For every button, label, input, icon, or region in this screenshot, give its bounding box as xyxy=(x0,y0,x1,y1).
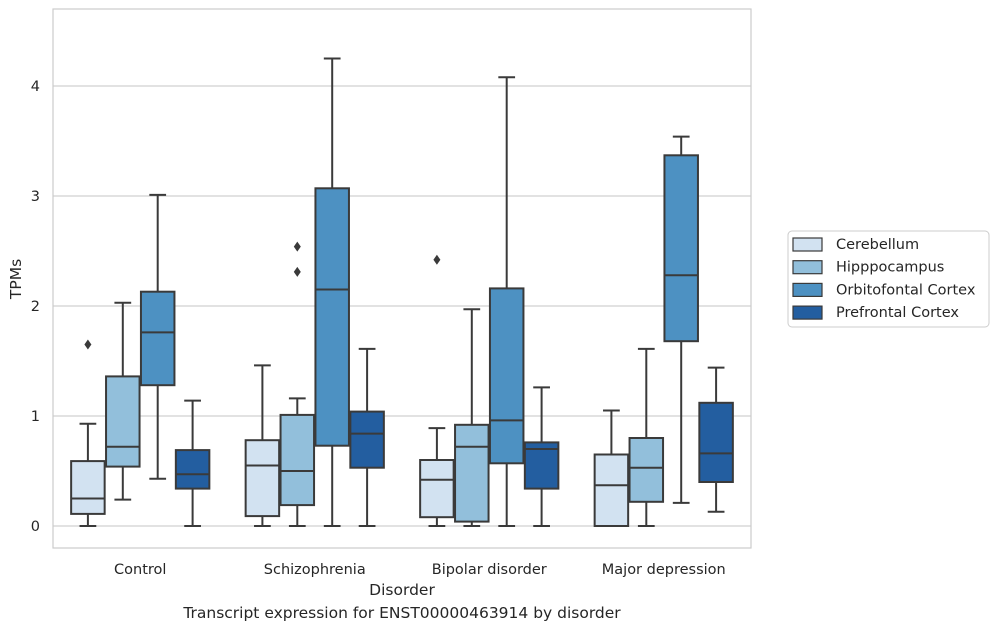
box-0-1 xyxy=(244,364,281,527)
y-tick-label-4: 4 xyxy=(31,79,40,95)
box-3-2 xyxy=(523,386,560,527)
x-tick-label-2: Bipolar disorder xyxy=(432,562,547,578)
box-iqr xyxy=(279,413,316,507)
box-iqr xyxy=(593,453,630,527)
box-iqr xyxy=(628,437,665,503)
box-0-0 xyxy=(70,339,106,527)
outlier-0 xyxy=(84,339,92,350)
box-iqr xyxy=(70,460,106,515)
box-3-3 xyxy=(698,366,734,513)
box-iqr xyxy=(244,439,281,518)
legend-swatch-1 xyxy=(792,260,823,275)
y-tick-label-1: 1 xyxy=(31,409,40,425)
box-0-2 xyxy=(419,254,455,527)
box-iqr xyxy=(454,423,490,523)
outlier-0 xyxy=(293,266,301,277)
legend-swatch-2 xyxy=(792,282,823,297)
box-iqr xyxy=(663,154,699,343)
box-1-0 xyxy=(105,301,141,501)
x-axis-ticks: Control Schizophrenia Bipolar disorder Majo… xyxy=(114,562,726,578)
box-3-0 xyxy=(174,399,211,527)
y-axis-label: TPMs xyxy=(7,259,25,300)
legend-label-1: Hipppocampus xyxy=(836,260,944,276)
box-iqr xyxy=(698,401,734,483)
outlier-1 xyxy=(293,241,301,252)
box-iqr xyxy=(314,187,350,447)
box-iqr xyxy=(523,441,560,490)
box-plot-area xyxy=(70,57,734,527)
box-iqr xyxy=(105,375,141,468)
y-tick-label-0: 0 xyxy=(31,519,40,535)
figure-caption: Transcript expression for ENST0000046391… xyxy=(183,604,621,622)
box-1-2 xyxy=(454,308,490,527)
legend-label-3: Prefrontal Cortex xyxy=(836,305,959,321)
box-2-3 xyxy=(663,135,699,504)
y-axis-ticks: 0 1 2 3 4 xyxy=(31,79,40,535)
box-2-2 xyxy=(488,76,525,527)
x-tick-label-1: Schizophrenia xyxy=(264,562,366,578)
legend-swatch-3 xyxy=(792,305,823,320)
box-2-0 xyxy=(139,193,176,480)
x-tick-label-3: Major depression xyxy=(602,562,726,578)
box-1-3 xyxy=(628,347,665,527)
box-2-1 xyxy=(314,57,350,527)
box-iqr xyxy=(488,287,525,465)
x-tick-label-0: Control xyxy=(114,562,166,578)
box-iqr xyxy=(419,459,455,519)
legend-label-2: Orbitofontal Cortex xyxy=(836,282,976,298)
legend: Cerebellum Hipppocampus Orbitofontal Corte… xyxy=(787,230,990,328)
y-tick-label-2: 2 xyxy=(31,299,40,315)
outlier-0 xyxy=(433,254,441,265)
box-iqr xyxy=(139,290,176,387)
x-axis-label: Disorder xyxy=(369,581,435,599)
box-iqr xyxy=(349,410,385,469)
box-1-1 xyxy=(279,241,316,527)
box-0-3 xyxy=(593,409,630,527)
plot-frame xyxy=(52,8,752,549)
box-iqr xyxy=(174,449,211,490)
legend-swatch-0 xyxy=(792,237,823,252)
y-tick-label-3: 3 xyxy=(31,189,40,205)
legend-label-0: Cerebellum xyxy=(836,237,919,253)
box-3-1 xyxy=(349,347,385,527)
legend-frame xyxy=(787,230,990,328)
